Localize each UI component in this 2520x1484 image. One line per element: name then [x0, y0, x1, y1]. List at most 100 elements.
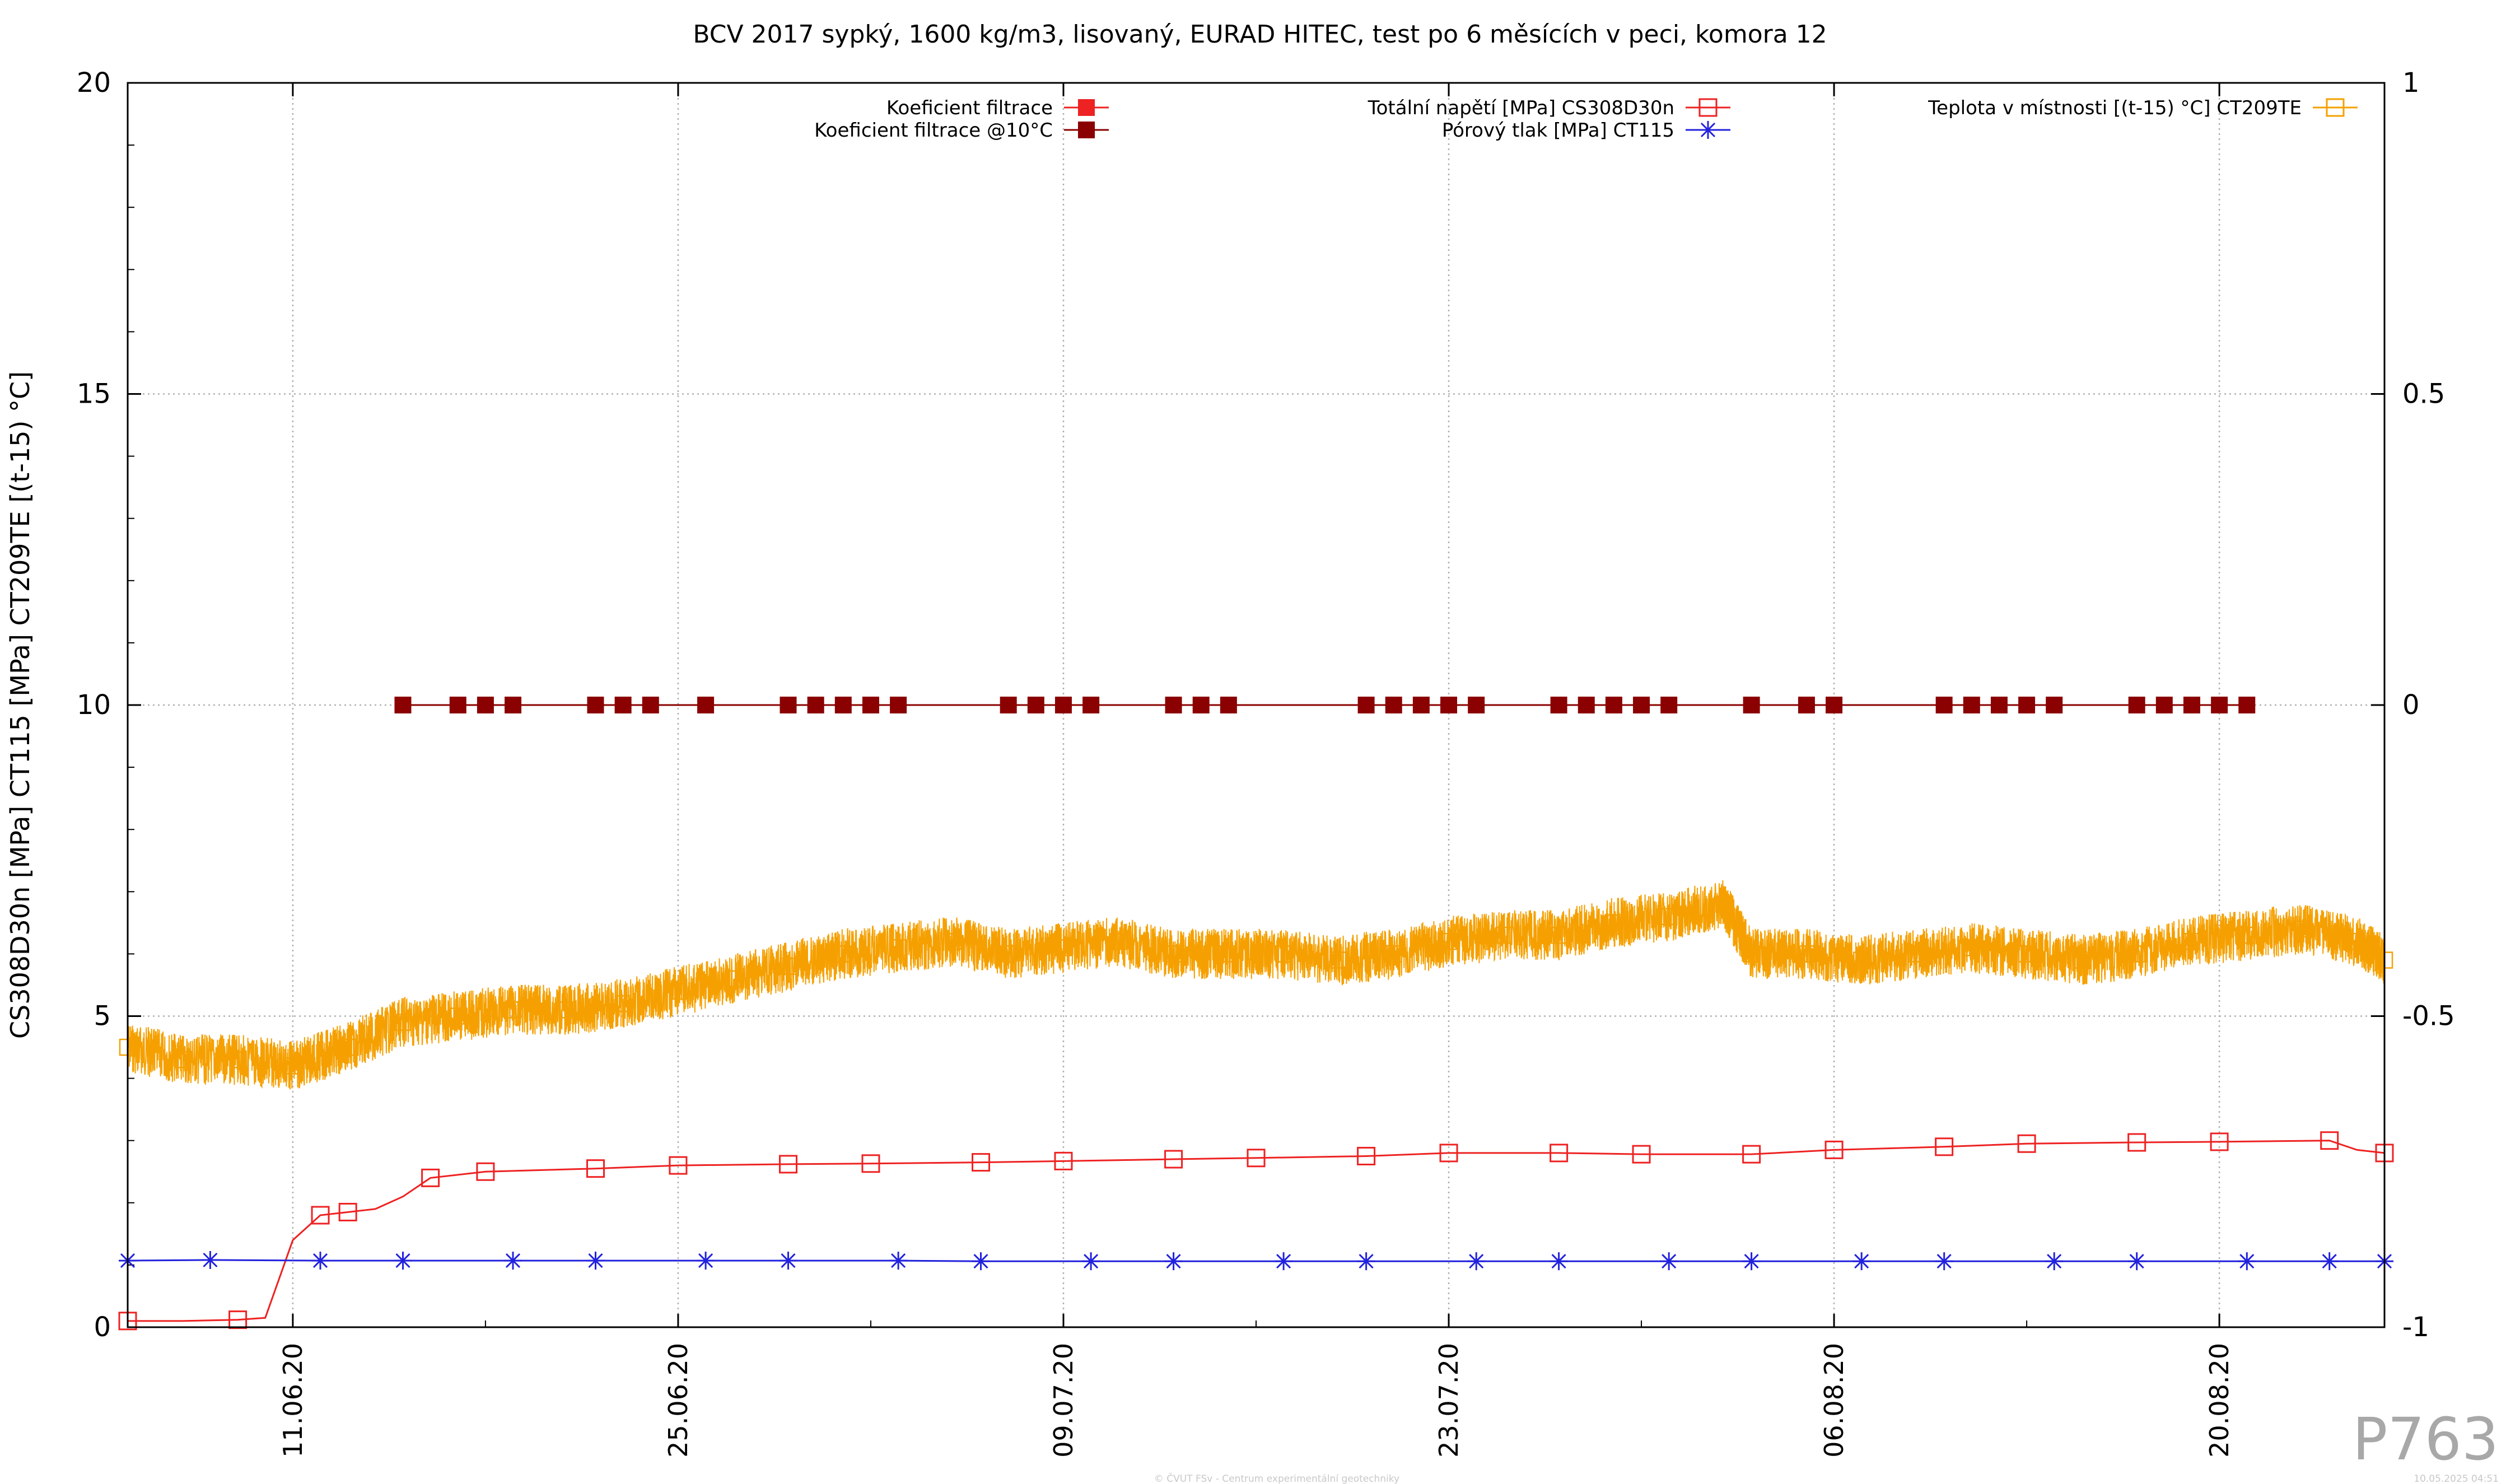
data-point: [1439, 1144, 1458, 1163]
data-point: [2128, 697, 2145, 713]
data-point: [394, 697, 412, 713]
data-point: [228, 1310, 248, 1329]
legend-label: Totální napětí [MPa] CS308D30n: [1368, 97, 1674, 119]
data-point: [1550, 926, 1567, 944]
data-point: [2320, 1131, 2339, 1150]
data-point: [1715, 895, 1733, 913]
data-point: [861, 1154, 880, 1173]
data-point: [1826, 697, 1843, 713]
data-point: [229, 1051, 246, 1068]
legend-marker: [1698, 98, 1718, 117]
data-point: [1000, 945, 1017, 963]
data-point: [2238, 1252, 2256, 1271]
data-point: [338, 1202, 357, 1221]
data-point: [559, 1001, 577, 1019]
data-point: [1743, 945, 1760, 963]
y-tick-label: 0: [94, 1312, 111, 1343]
x-tick-label: 09.07.20: [1048, 1343, 1079, 1458]
data-point: [669, 982, 687, 1000]
data-point: [2238, 697, 2256, 713]
data-point: [174, 1051, 192, 1068]
y-ticks: 0 5 10 15 20 -1 -0.5 0 0.5 1: [77, 67, 2455, 1343]
data-point: [1357, 1252, 1375, 1271]
data-point: [1357, 1146, 1376, 1165]
data-point: [477, 697, 494, 713]
y2-tick-label: -0.5: [2402, 1001, 2455, 1032]
series-koeficient-filtrace-10-c: [394, 697, 2256, 713]
legend-entry: Koeficient filtrace @10°C: [814, 119, 1109, 142]
data-point: [1054, 1151, 1073, 1170]
data-point: [1247, 1149, 1266, 1168]
data-point: [614, 995, 632, 1012]
data-point: [476, 1162, 495, 1181]
data-point: [394, 1014, 412, 1031]
data-point: [779, 1252, 797, 1270]
data-point: [1412, 697, 1430, 713]
data-point: [449, 697, 466, 713]
data-point: [586, 1159, 605, 1178]
data-point: [1743, 697, 1760, 713]
data-point: [1798, 945, 1816, 963]
data-point: [2018, 697, 2036, 713]
data-point: [1440, 932, 1458, 950]
plot-area: [118, 697, 2394, 1331]
data-point: [1275, 1252, 1293, 1271]
data-point: [834, 697, 852, 713]
data-point: [1550, 697, 1567, 713]
data-point: [394, 1252, 412, 1270]
data-point: [779, 1155, 798, 1174]
data-point: [587, 697, 604, 713]
legend-entry: Teplota v místnosti [(t-15) °C] CT209TE: [1928, 97, 2358, 119]
data-point: [339, 1038, 357, 1056]
footer-timestamp: 10.05.2025 04:51: [2414, 1473, 2499, 1484]
data-point: [1935, 697, 1953, 713]
data-point: [1632, 1145, 1651, 1164]
plot-frame: [127, 82, 2386, 1328]
data-point: [889, 1252, 908, 1270]
legend-label: Teplota v místnosti [(t-15) °C] CT209TE: [1928, 97, 2302, 119]
x-tick-label: 20.08.20: [2204, 1343, 2234, 1458]
data-point: [2018, 945, 2036, 963]
data-point: [1385, 945, 1402, 963]
data-point: [2320, 1252, 2339, 1271]
data-point: [697, 697, 715, 713]
data-point: [1027, 697, 1044, 713]
data-point: [1742, 1252, 1761, 1271]
legend-marker: [1699, 121, 1717, 139]
x-tick-label: 06.08.20: [1819, 1343, 1849, 1458]
data-point: [1192, 697, 1210, 713]
data-point: [1852, 951, 1870, 969]
data-point: [2045, 1252, 2064, 1271]
x-tick-label: 25.06.20: [663, 1343, 693, 1458]
data-point: [1275, 945, 1292, 963]
data-point: [1495, 926, 1513, 944]
data-point: [1054, 697, 1072, 713]
data-point: [201, 1251, 220, 1269]
data-point: [1468, 697, 1485, 713]
data-point: [1963, 697, 1980, 713]
data-point: [780, 958, 797, 975]
data-point: [1385, 697, 1402, 713]
data-point: [1798, 697, 1815, 713]
data-point: [504, 1252, 522, 1270]
data-point: [614, 697, 632, 713]
data-point: [1852, 1252, 1871, 1271]
data-point: [586, 1252, 605, 1270]
data-point: [1164, 1252, 1183, 1271]
series-line: [127, 880, 2385, 1090]
series-line: [128, 1140, 2385, 1322]
data-point: [505, 697, 522, 713]
data-point: [1633, 697, 1650, 713]
y-axis-label: CS308D30n [MPa] CT115 [MPa] CT209TE [(t-…: [5, 371, 35, 1039]
legend-label: Koeficient filtrace @10°C: [814, 119, 1053, 142]
legend-entry: Totální napětí [MPa] CS308D30n: [1368, 97, 1730, 119]
data-point: [1054, 939, 1072, 956]
data-point: [2210, 1132, 2229, 1151]
data-point: [807, 697, 824, 713]
footer-copyright: © ČVUT FSv - Centrum experimentální geot…: [1154, 1472, 1399, 1484]
data-point: [1330, 951, 1347, 969]
data-point: [1110, 932, 1127, 950]
data-point: [1164, 1150, 1183, 1169]
data-point: [1660, 908, 1678, 925]
